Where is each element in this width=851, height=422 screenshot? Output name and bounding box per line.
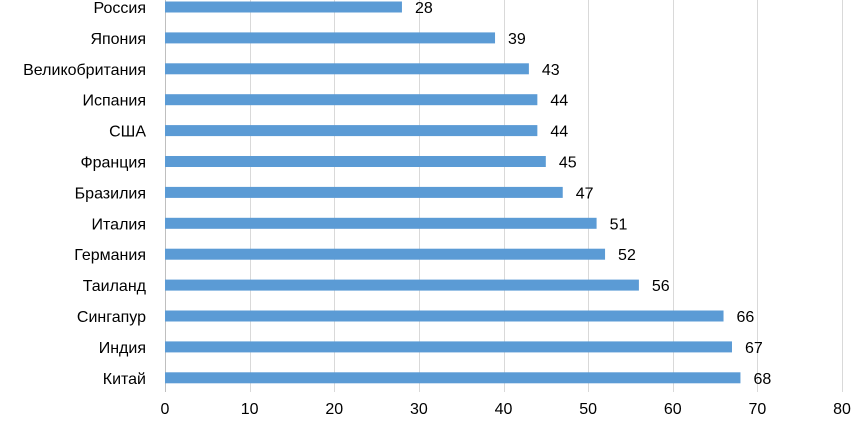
data-label: 52 [618, 247, 636, 264]
x-tick-label: 60 [664, 401, 682, 418]
data-label: 28 [415, 0, 433, 17]
category-label: Таиланд [83, 278, 147, 295]
bar-0 [165, 1, 402, 13]
category-label: Сингапур [77, 309, 146, 326]
x-tick-label: 40 [495, 401, 513, 418]
bar-2 [165, 63, 529, 75]
data-labels: 28 39 43 44 44 45 47 51 52 56 66 67 68 [415, 0, 771, 388]
x-tick-label: 30 [410, 401, 428, 418]
x-tick-label: 10 [241, 401, 259, 418]
bar-6 [165, 186, 563, 198]
bar-12 [165, 372, 741, 384]
category-labels: Россия Япония Великобритания Испания США Фран… [23, 0, 147, 388]
category-label: Великобритания [23, 62, 146, 79]
data-label: 39 [508, 31, 526, 48]
category-label: Бразилия [75, 185, 146, 202]
data-label: 68 [753, 371, 771, 388]
category-label: Франция [80, 155, 146, 172]
x-tick-label: 50 [579, 401, 597, 418]
category-label: Испания [83, 93, 147, 110]
data-label: 67 [745, 340, 763, 357]
bars [165, 1, 741, 384]
category-label: Италия [92, 216, 146, 233]
bar-4 [165, 125, 538, 137]
bar-11 [165, 341, 732, 353]
bar-10 [165, 310, 724, 322]
data-label: 44 [550, 93, 568, 110]
bar-1 [165, 32, 496, 44]
data-label: 56 [652, 278, 670, 295]
category-label: Япония [90, 31, 146, 48]
x-tick-label: 80 [833, 401, 851, 418]
data-label: 43 [542, 62, 560, 79]
bar-7 [165, 217, 597, 229]
category-label: Россия [94, 0, 146, 17]
data-label: 45 [559, 155, 577, 172]
bar-5 [165, 156, 546, 167]
data-label: 47 [576, 185, 594, 202]
x-tick-label: 70 [748, 401, 766, 418]
category-label: США [109, 124, 146, 141]
bar-8 [165, 248, 606, 260]
bar-3 [165, 94, 538, 106]
category-label: Индия [99, 340, 146, 357]
category-label: Германия [74, 247, 146, 264]
bar-9 [165, 279, 639, 291]
x-tick-label: 20 [325, 401, 343, 418]
data-label: 51 [610, 216, 628, 233]
category-label: Китай [103, 371, 146, 388]
x-axis-ticks: 0 10 20 30 40 50 60 70 80 [161, 401, 851, 418]
x-tick-label: 0 [161, 401, 170, 418]
data-label: 66 [737, 309, 755, 326]
data-label: 44 [550, 124, 568, 141]
